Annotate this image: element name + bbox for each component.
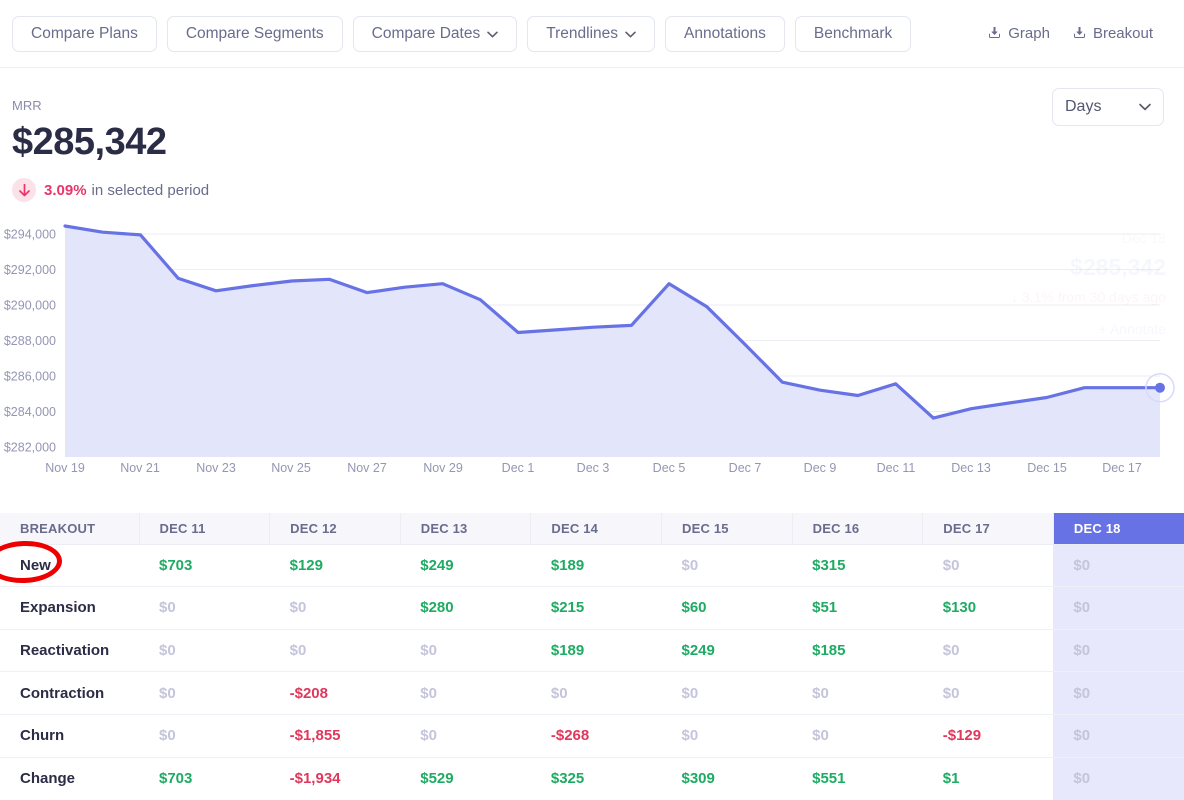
svg-text:$294,000: $294,000 [4,228,56,242]
svg-text:Nov 19: Nov 19 [45,461,85,475]
svg-text:Dec 9: Dec 9 [804,461,837,475]
svg-text:Dec 13: Dec 13 [951,461,991,475]
svg-text:Dec 1: Dec 1 [502,461,535,475]
svg-text:Nov 29: Nov 29 [423,461,463,475]
svg-text:Dec 11: Dec 11 [877,461,916,475]
svg-text:Dec 7: Dec 7 [729,461,762,475]
svg-text:Nov 27: Nov 27 [347,461,387,475]
svg-text:Nov 21: Nov 21 [120,461,160,475]
svg-text:$282,000: $282,000 [4,441,56,455]
svg-text:Dec 17: Dec 17 [1102,461,1142,475]
svg-text:Nov 25: Nov 25 [271,461,311,475]
svg-text:$290,000: $290,000 [4,299,56,313]
svg-text:$288,000: $288,000 [4,334,56,348]
svg-text:Dec 5: Dec 5 [653,461,686,475]
svg-text:Dec 15: Dec 15 [1027,461,1067,475]
svg-text:$292,000: $292,000 [4,263,56,277]
svg-text:Nov 23: Nov 23 [196,461,236,475]
svg-text:$286,000: $286,000 [4,370,56,384]
svg-text:$284,000: $284,000 [4,405,56,419]
svg-text:Dec 3: Dec 3 [577,461,610,475]
